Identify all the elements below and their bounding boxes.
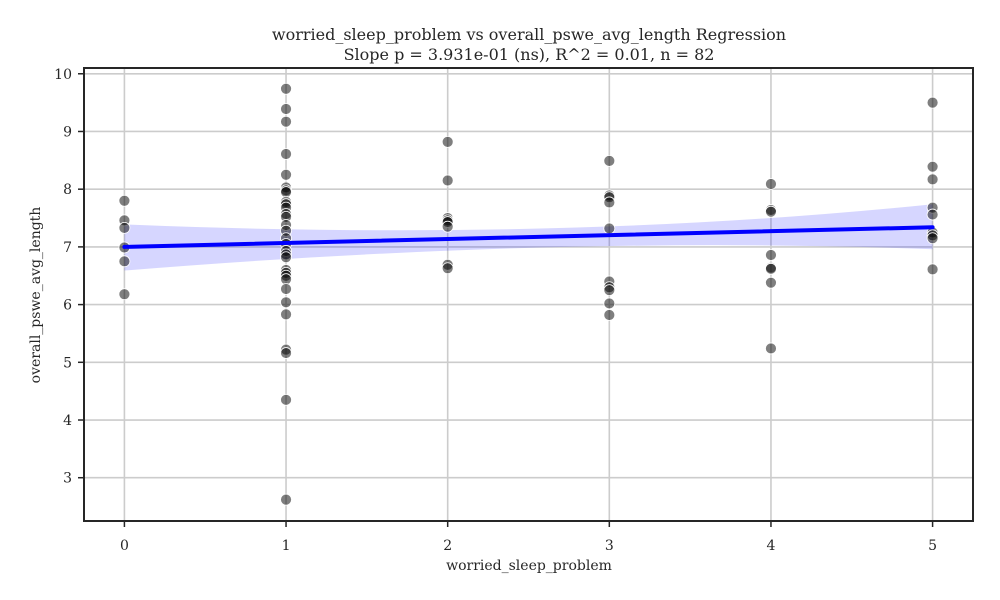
chart-subtitle: Slope p = 3.931e-01 (ns), R^2 = 0.01, n … <box>344 45 715 64</box>
data-point <box>441 262 454 275</box>
data-point <box>765 262 777 275</box>
x-tick-label: 1 <box>282 538 291 554</box>
y-axis-label: overall_pswe_avg_length <box>28 207 44 384</box>
data-point <box>765 276 777 289</box>
data-point <box>280 308 292 321</box>
data-point <box>926 208 939 221</box>
data-point <box>926 173 939 186</box>
data-point <box>280 82 292 95</box>
data-point <box>765 205 777 218</box>
regression-line <box>122 225 935 249</box>
y-tick-label: 10 <box>54 67 72 83</box>
data-point <box>603 284 616 297</box>
x-tick-label: 5 <box>928 538 937 554</box>
data-point <box>280 393 292 406</box>
plot-frame <box>83 67 974 522</box>
data-point <box>765 342 777 355</box>
y-tick-label: 9 <box>63 124 72 140</box>
data-point <box>118 255 131 268</box>
data-point <box>280 251 292 264</box>
x-tick-label: 4 <box>766 538 775 554</box>
data-point <box>280 115 292 128</box>
regression-line-layer <box>122 225 935 249</box>
data-point <box>603 222 616 235</box>
data-point <box>603 309 616 321</box>
y-tick-label: 6 <box>63 298 72 314</box>
scatter-points <box>118 82 939 506</box>
y-tick-label: 3 <box>63 471 72 487</box>
data-point <box>926 232 939 245</box>
y-tick-label: 5 <box>63 355 72 371</box>
data-point <box>280 347 292 359</box>
data-point <box>280 296 292 309</box>
x-tick-label: 2 <box>443 538 452 554</box>
data-point <box>280 168 292 181</box>
data-point <box>441 174 454 187</box>
data-point <box>926 263 939 276</box>
data-point <box>280 103 292 115</box>
data-point <box>603 196 616 209</box>
x-tick-label: 0 <box>120 538 129 554</box>
data-point <box>280 186 292 198</box>
x-tick-label: 3 <box>605 538 614 554</box>
data-point <box>603 155 616 167</box>
data-point <box>765 249 777 261</box>
data-point <box>280 273 292 286</box>
data-point <box>441 135 454 148</box>
chart-title: worried_sleep_problem vs overall_pswe_av… <box>272 25 786 44</box>
data-point <box>118 221 131 234</box>
axis-ticks: 0 1 2 3 4 5 3 4 5 6 7 8 9 10 <box>54 67 937 554</box>
data-point <box>603 297 616 310</box>
data-point <box>118 288 131 301</box>
y-tick-label: 8 <box>63 182 72 198</box>
y-tick-label: 7 <box>63 240 72 256</box>
data-point <box>441 220 454 233</box>
grid <box>84 68 973 521</box>
data-point <box>280 493 292 506</box>
x-axis-label: worried_sleep_problem <box>446 558 612 574</box>
data-point <box>926 96 939 109</box>
data-point <box>926 160 939 173</box>
data-point <box>765 178 777 190</box>
y-tick-label: 4 <box>63 413 72 429</box>
data-point <box>280 148 292 160</box>
data-point <box>280 283 292 295</box>
data-point <box>118 194 131 207</box>
